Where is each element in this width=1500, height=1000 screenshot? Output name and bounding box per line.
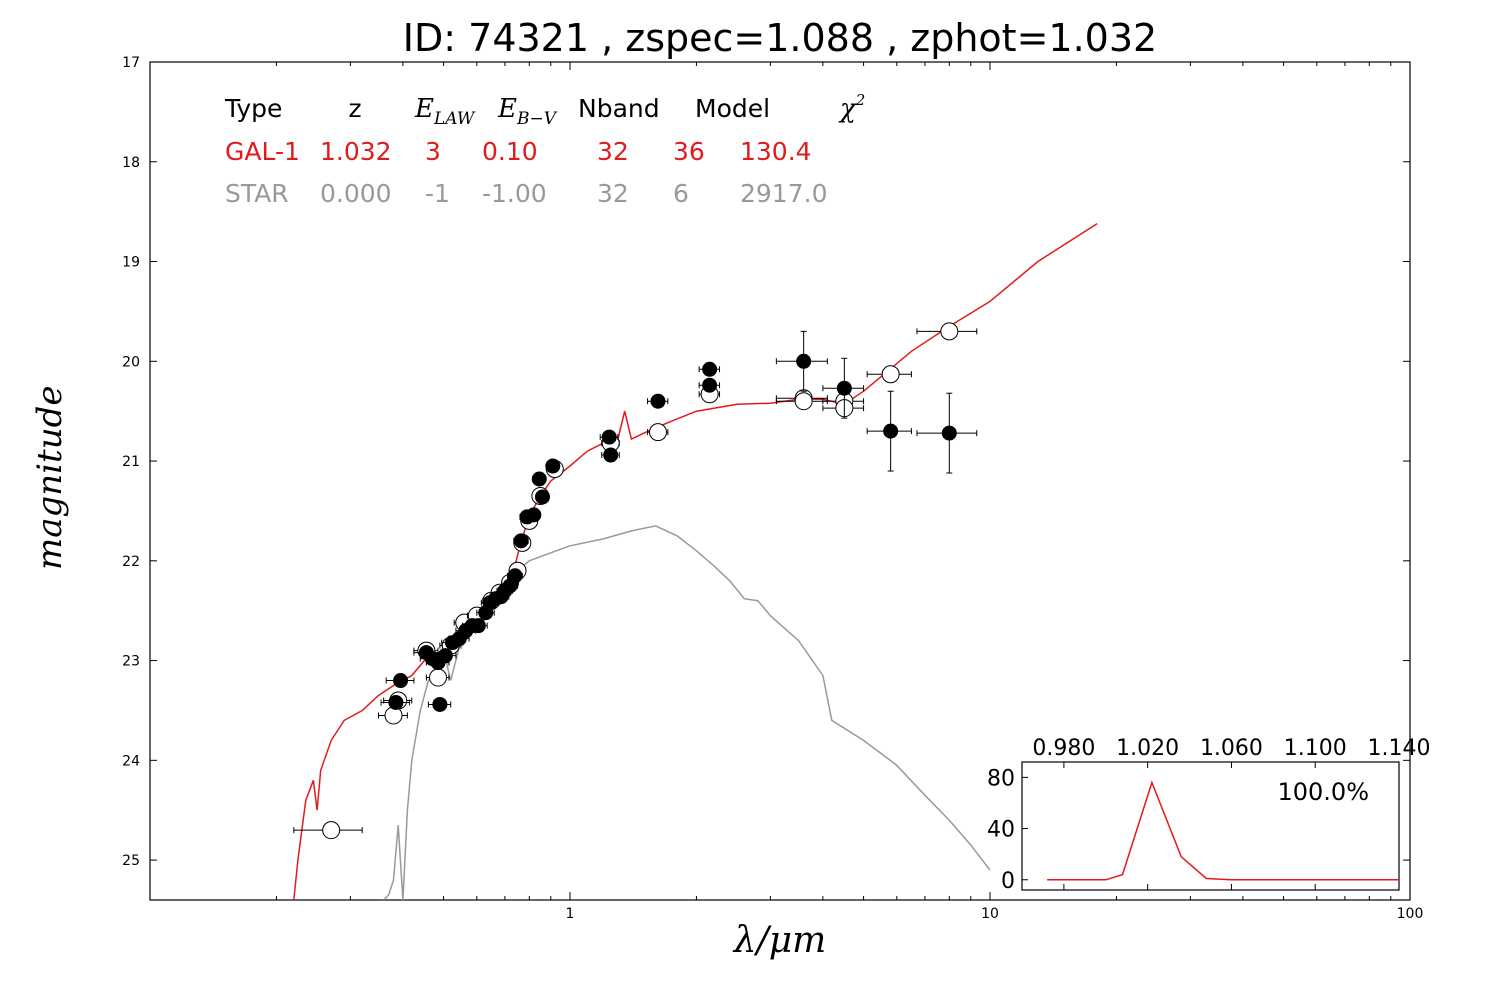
observed-point — [526, 507, 542, 523]
inset-x-tick-label: 1.060 — [1200, 736, 1263, 761]
legend-header: Type — [224, 94, 282, 123]
y-tick-label: 18 — [122, 155, 140, 171]
model-point — [866, 365, 912, 384]
legend-cell: 32 — [597, 179, 629, 208]
x-tick-label: 100 — [1397, 906, 1424, 922]
observed-point — [698, 377, 721, 393]
inset-frame — [1021, 761, 1400, 891]
legend-cell: 32 — [597, 137, 629, 166]
redshift-pdf-inset: 0.980 1.020 1.060 1.100 1.140 80 40 0 100.0% — [987, 736, 1430, 894]
legend-cell: -1 — [425, 179, 450, 208]
legend-cell: 36 — [673, 137, 705, 166]
x-axis-label: λ/μm — [733, 920, 827, 961]
y-tick-label: 17 — [122, 55, 140, 71]
y-axis: 17 18 19 20 21 22 23 24 25 — [122, 55, 1410, 869]
observed-point — [531, 471, 547, 487]
legend-cell: GAL-1 — [225, 137, 300, 166]
legend-header: χ2 — [838, 91, 865, 124]
y-tick-label: 22 — [122, 554, 140, 570]
observed-point — [513, 533, 529, 549]
legend-cell: 130.4 — [740, 137, 812, 166]
observed-point — [822, 357, 865, 419]
y-tick-label: 25 — [122, 853, 140, 869]
legend-cell: 0.000 — [320, 179, 392, 208]
observed-point — [601, 447, 620, 463]
observed-point — [433, 648, 457, 664]
legend-header: Model — [695, 94, 770, 123]
model-point — [293, 821, 363, 840]
legend-header: EB−V — [497, 94, 558, 129]
y-tick-label: 21 — [122, 454, 140, 470]
legend-cell: 6 — [673, 179, 689, 208]
inset-x-tick-label: 1.100 — [1284, 736, 1347, 761]
legend-header: ELAW — [414, 94, 476, 129]
observed-point — [385, 673, 415, 689]
inset-y-tick-label: 0 — [1001, 869, 1015, 894]
observed-point — [468, 618, 488, 634]
x-tick-label: 10 — [981, 906, 999, 922]
legend-header: Nband — [578, 94, 660, 123]
model-line-star — [383, 525, 991, 900]
inset-x-tick-label: 1.020 — [1116, 736, 1179, 761]
observed-point — [599, 429, 619, 445]
observed-point — [916, 392, 978, 474]
x-tick-label: 1 — [566, 906, 575, 922]
inset-x-tick-label: 0.980 — [1032, 736, 1095, 761]
observed-point — [866, 390, 912, 472]
points-layer — [293, 322, 978, 840]
legend-cell: -1.00 — [482, 179, 547, 208]
legend: Type z ELAW EB−V Nband Model χ2 GAL-1 1.032 3 0.10… — [224, 91, 865, 208]
inset-annotation: 100.0% — [1277, 778, 1369, 806]
legend-cell: 0.10 — [482, 137, 538, 166]
legend-header: z — [348, 94, 361, 123]
observed-point — [427, 696, 452, 712]
y-tick-label: 19 — [122, 255, 140, 271]
observed-point — [647, 393, 669, 409]
legend-cell: 2917.0 — [740, 179, 827, 208]
y-tick-label: 20 — [122, 354, 140, 370]
observed-point — [507, 568, 523, 584]
legend-cell: STAR — [225, 179, 289, 208]
y-tick-label: 24 — [122, 753, 140, 769]
observed-point — [534, 489, 550, 505]
inset-pdf-line — [1047, 780, 1399, 881]
y-axis-label: magnitude — [30, 385, 70, 571]
inset-y-tick-label: 40 — [987, 818, 1015, 843]
observed-point — [380, 694, 411, 710]
observed-point — [545, 458, 561, 474]
model-point — [425, 668, 450, 687]
model-point — [916, 322, 978, 341]
inset-x-tick-label: 1.140 — [1368, 736, 1431, 761]
y-tick-label: 23 — [122, 654, 140, 670]
chart-title: ID: 74321 , zspec=1.088 , zphot=1.032 — [402, 16, 1158, 60]
observed-point — [775, 330, 828, 392]
model-point — [647, 423, 669, 442]
model-point — [775, 392, 828, 411]
observed-point — [698, 361, 721, 377]
legend-cell: 1.032 — [320, 137, 392, 166]
plot-frame — [149, 61, 1411, 901]
legend-cell: 3 — [425, 137, 441, 166]
inset-y-tick-label: 80 — [987, 766, 1015, 791]
x-axis: 1 10 100 — [275, 62, 1424, 922]
